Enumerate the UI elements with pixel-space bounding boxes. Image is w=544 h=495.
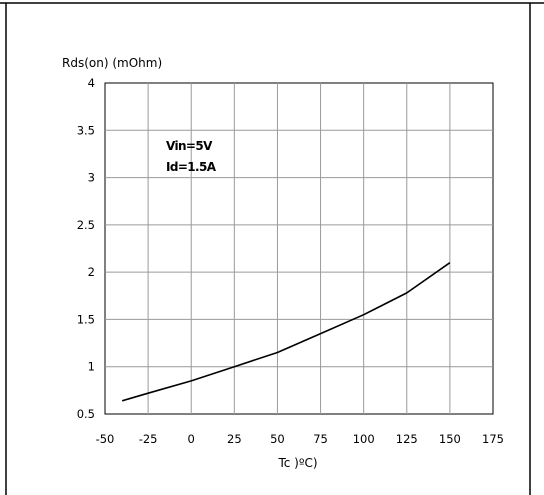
annotation-vin: Vin=5V — [166, 139, 213, 153]
x-tick-label: 125 — [396, 432, 418, 446]
x-tick-label: 50 — [270, 432, 285, 446]
y-tick-label: 3 — [88, 171, 95, 185]
y-tick-label: 4 — [88, 76, 95, 90]
y-tick-label: 1 — [88, 360, 95, 374]
x-axis-title: Tc )ºC) — [277, 456, 317, 470]
x-tick-label: 25 — [227, 432, 242, 446]
y-tick-labels: 0.5 1 1.5 2 2.5 3 3.5 4 — [77, 76, 95, 421]
x-tick-label: -25 — [139, 432, 158, 446]
y-tick-label: 2 — [88, 265, 95, 279]
x-tick-label: 75 — [313, 432, 328, 446]
y-tick-label: 0.5 — [77, 407, 95, 421]
y-tick-label: 3.5 — [77, 123, 95, 137]
series-line-0 — [121, 262, 451, 402]
y-tick-label: 2.5 — [77, 218, 95, 232]
x-tick-label: -50 — [96, 432, 115, 446]
x-tick-labels: -50 -25 0 25 50 75 100 125 150 175 — [96, 432, 504, 446]
plot-area — [104, 82, 494, 415]
x-tick-label: 100 — [353, 432, 375, 446]
annotation-id: Id=1.5A — [166, 160, 217, 174]
x-tick-label: 175 — [482, 432, 504, 446]
grid-lines — [105, 83, 493, 414]
y-tick-label: 1.5 — [77, 312, 95, 326]
y-axis-title: Rds(on) (mOhm) — [62, 56, 162, 70]
data-series — [121, 262, 451, 402]
x-tick-label: 150 — [439, 432, 461, 446]
x-tick-label: 0 — [188, 432, 195, 446]
